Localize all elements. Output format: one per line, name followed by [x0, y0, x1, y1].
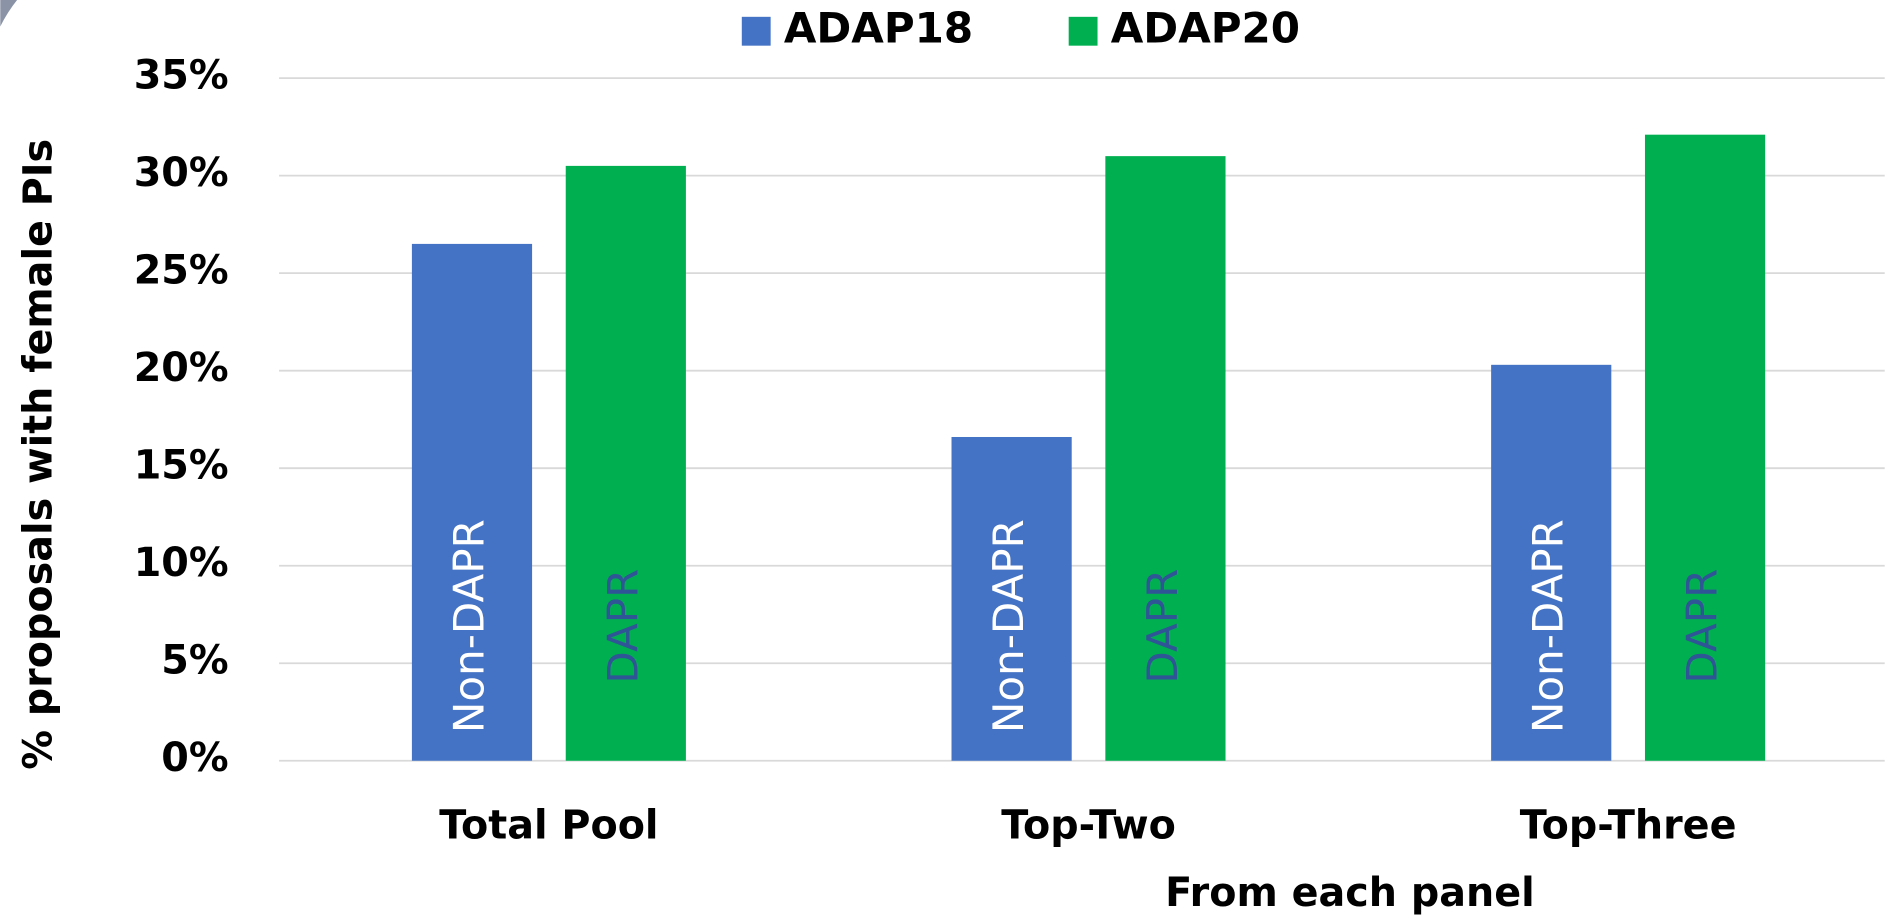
legend-label: ADAP18	[784, 4, 973, 53]
bar	[1491, 364, 1612, 761]
corner-decoration	[0, 0, 18, 27]
y-tick-label: 25%	[134, 248, 229, 294]
x-tick-label: Top-Two	[1001, 803, 1176, 849]
bar	[1105, 156, 1226, 761]
legend-swatch	[741, 16, 771, 46]
y-tick-label: 0%	[161, 735, 228, 781]
y-tick-label: 20%	[134, 345, 229, 391]
y-tick-label: 5%	[161, 638, 228, 684]
y-tick-label: 15%	[134, 443, 229, 489]
y-tick-label: 10%	[134, 540, 229, 586]
x-tick-label: Top-Three	[1520, 803, 1737, 849]
legend-label: ADAP20	[1111, 4, 1300, 53]
bar-label: Non-DAPR	[444, 519, 493, 733]
bar-label: DAPR	[1138, 569, 1187, 684]
bar	[411, 243, 533, 761]
bar-label: DAPR	[598, 569, 647, 684]
x-tick-label: Total Pool	[439, 803, 658, 849]
bar	[951, 436, 1072, 761]
bar	[1644, 134, 1766, 761]
y-tick-label: 35%	[134, 53, 229, 99]
bar-label: Non-DAPR	[1524, 519, 1573, 733]
bar	[565, 165, 686, 761]
y-tick-label: 30%	[134, 150, 229, 196]
y-axis-title: % proposals with female PIs	[16, 139, 62, 770]
bar-label: Non-DAPR	[984, 519, 1033, 733]
bar-label: DAPR	[1678, 569, 1727, 684]
x-axis-title: From each panel	[1165, 870, 1535, 916]
legend-swatch	[1068, 16, 1098, 46]
